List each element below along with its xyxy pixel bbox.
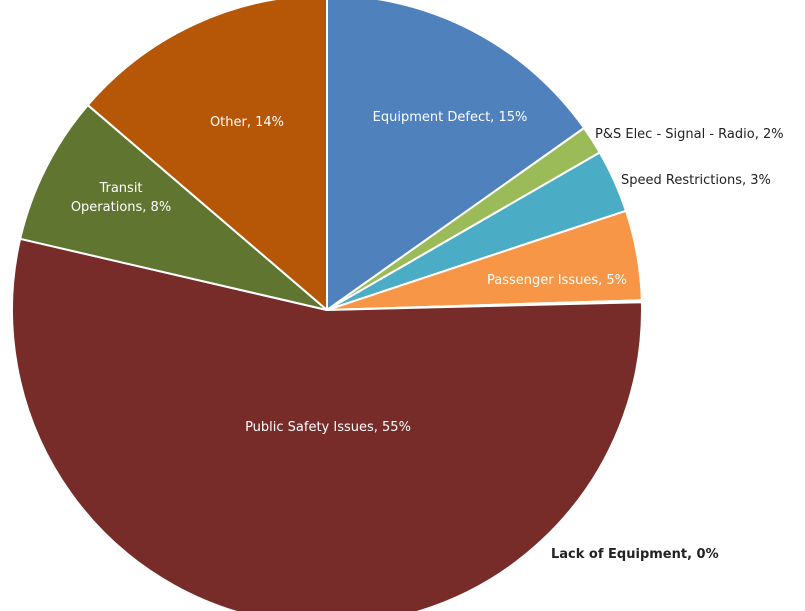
slice-label: Lack of Equipment, 0% [551, 547, 719, 562]
slice-label: P&S Elec - Signal - Radio, 2% [595, 127, 784, 142]
slice-label: Equipment Defect, 15% [373, 110, 528, 125]
pie-slice [86, 0, 328, 311]
slice-label: Other, 14% [210, 115, 284, 130]
pie-slice [10, 237, 643, 611]
slice-label: Transit Operations, 8% [71, 181, 171, 215]
pie-labels: Equipment Defect, 15% P&S Elec - Signal -… [71, 110, 784, 562]
slice-label: Passenger Issues, 5% [487, 273, 627, 288]
pie-slices [10, 0, 643, 611]
slice-label: Speed Restrictions, 3% [621, 173, 771, 188]
slice-label: Public Safety Issues, 55% [245, 420, 411, 435]
pie-slice [326, 0, 586, 311]
pie-slice [19, 104, 328, 311]
